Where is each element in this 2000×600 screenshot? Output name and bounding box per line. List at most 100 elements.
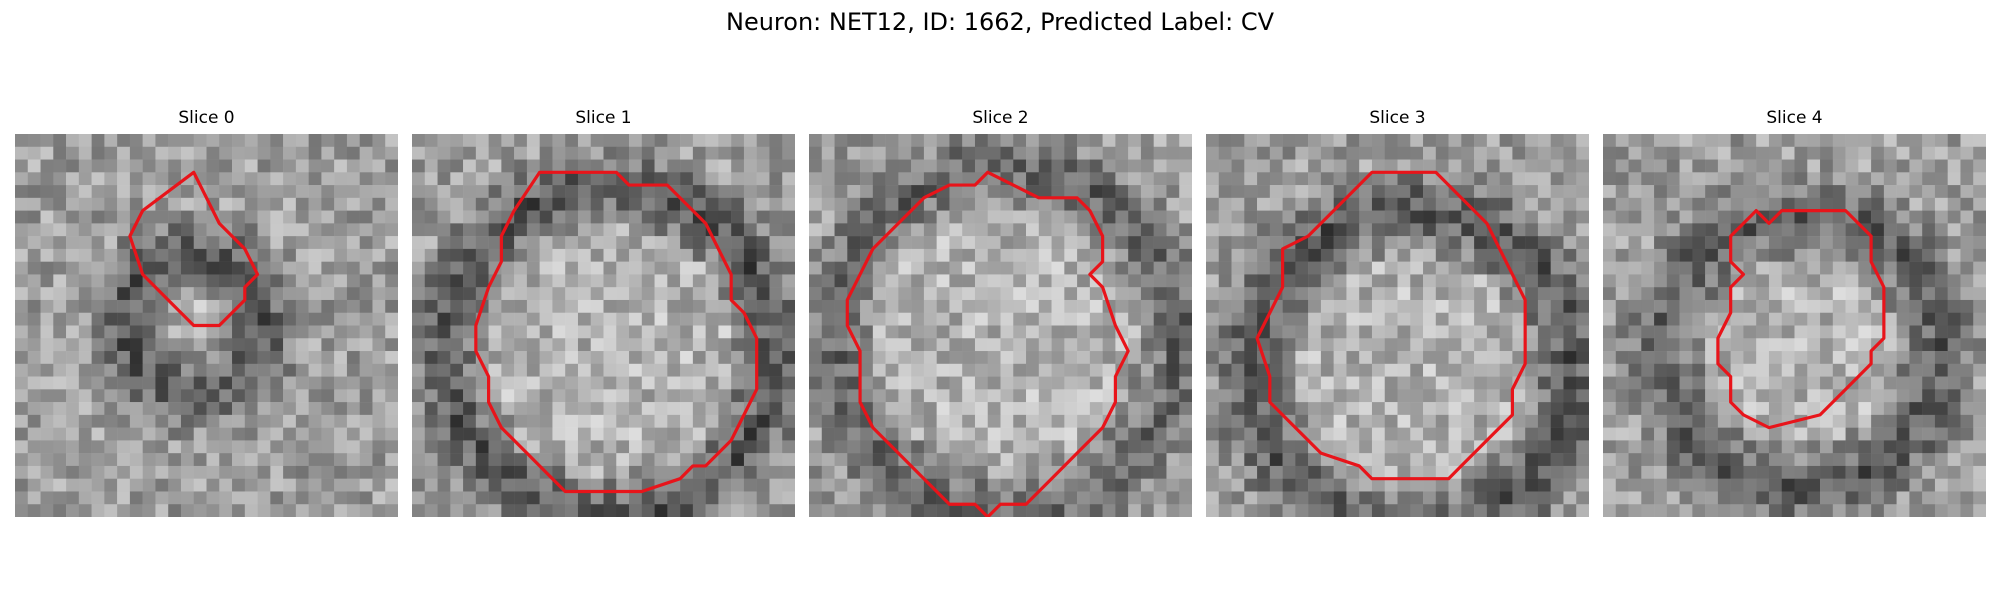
pixel	[1909, 363, 1923, 377]
pixel	[809, 172, 823, 186]
pixel	[974, 185, 988, 199]
pixel	[731, 185, 745, 199]
pixel	[1474, 325, 1488, 339]
pixel	[743, 261, 757, 275]
pixel	[53, 197, 67, 211]
pixel	[206, 248, 220, 262]
pixel	[501, 440, 515, 454]
pixel	[1051, 402, 1065, 416]
pixel	[1743, 363, 1757, 377]
pixel	[1423, 351, 1437, 365]
pixel	[1807, 248, 1821, 262]
pixel	[1128, 465, 1142, 479]
pixel	[1537, 440, 1551, 454]
pixel	[1654, 236, 1668, 250]
pixel	[1641, 453, 1655, 467]
pixel	[1333, 414, 1347, 428]
pixel	[1666, 248, 1680, 262]
pixel	[1128, 287, 1142, 301]
pixel	[359, 274, 373, 288]
pixel	[1153, 210, 1167, 224]
pixel	[1499, 274, 1513, 288]
pixel	[359, 504, 373, 517]
slice-image	[15, 134, 398, 517]
pixel	[1922, 197, 1936, 211]
pixel	[206, 491, 220, 505]
pixel	[346, 376, 360, 390]
pixel	[667, 504, 681, 517]
pixel	[962, 389, 976, 403]
pixel	[1525, 376, 1539, 390]
pixel	[731, 134, 745, 148]
pixel	[270, 287, 284, 301]
pixel	[1346, 274, 1360, 288]
pixel	[629, 402, 643, 416]
pixel	[872, 376, 886, 390]
pixel	[1883, 185, 1897, 199]
pixel	[180, 351, 194, 365]
pixel	[412, 478, 426, 492]
pixel	[860, 491, 874, 505]
pixel	[1359, 274, 1373, 288]
pixel	[1410, 210, 1424, 224]
pixel	[1641, 172, 1655, 186]
pixel	[1768, 299, 1782, 313]
pixel	[1410, 402, 1424, 416]
pixel	[667, 440, 681, 454]
pixel	[911, 338, 925, 352]
pixel	[782, 351, 795, 365]
pixel	[1218, 440, 1232, 454]
pixel	[1140, 197, 1154, 211]
pixel	[193, 236, 207, 250]
pixel	[1871, 389, 1885, 403]
pixel	[1320, 287, 1334, 301]
pixel	[1397, 338, 1411, 352]
pixel	[346, 453, 360, 467]
pixel	[270, 389, 284, 403]
pixel	[1371, 376, 1385, 390]
pixel	[1077, 427, 1091, 441]
pixel	[949, 440, 963, 454]
pixel	[782, 223, 795, 237]
pixel	[66, 351, 80, 365]
pixel	[1206, 197, 1220, 211]
pixel	[1947, 261, 1961, 275]
pixel	[346, 248, 360, 262]
pixel	[334, 465, 348, 479]
pixel	[1794, 465, 1808, 479]
pixel	[1333, 402, 1347, 416]
pixel	[1295, 376, 1309, 390]
pixel	[78, 134, 92, 148]
pixel	[962, 363, 976, 377]
pixel	[1269, 197, 1283, 211]
pixel	[117, 236, 131, 250]
pixel	[705, 287, 719, 301]
pixel	[372, 210, 386, 224]
pixel	[1499, 465, 1513, 479]
pixel	[1051, 146, 1065, 160]
pixel	[769, 223, 783, 237]
pixel	[424, 159, 438, 173]
pixel	[1153, 363, 1167, 377]
pixel	[1756, 440, 1770, 454]
pixel	[1692, 185, 1706, 199]
pixel	[898, 363, 912, 377]
pixel	[1512, 440, 1526, 454]
pixel	[603, 236, 617, 250]
pixel	[1333, 363, 1347, 377]
pixel	[270, 376, 284, 390]
pixel	[1269, 389, 1283, 403]
pixel	[1666, 312, 1680, 326]
pixel	[450, 312, 464, 326]
pixel	[1563, 363, 1577, 377]
pixel	[1794, 172, 1808, 186]
pixel	[860, 159, 874, 173]
pixel	[809, 440, 823, 454]
pixel	[1282, 440, 1296, 454]
pixel	[1576, 146, 1589, 160]
pixel	[1730, 299, 1744, 313]
pixel	[911, 261, 925, 275]
pixel	[1038, 491, 1052, 505]
pixel	[769, 351, 783, 365]
pixel	[412, 274, 426, 288]
